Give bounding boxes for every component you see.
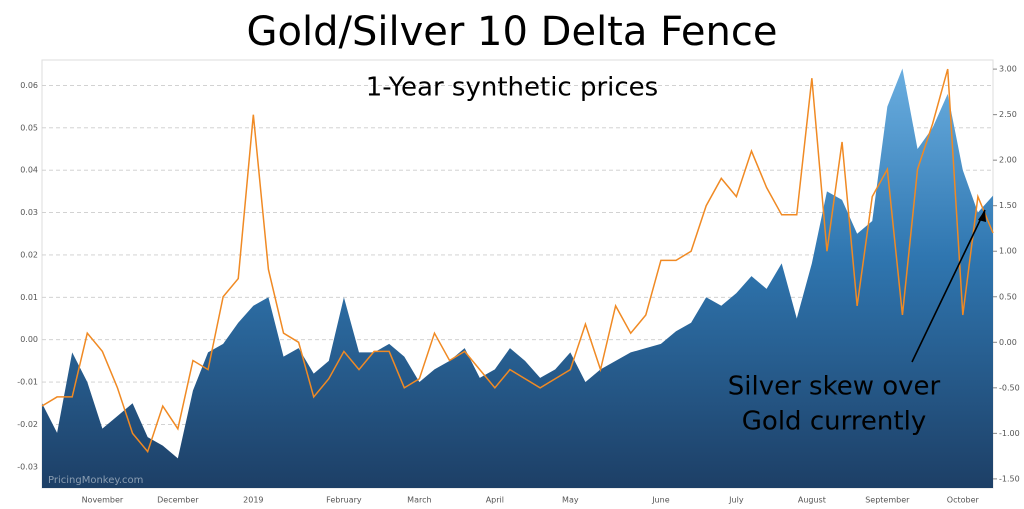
- y2-tick-label: 0.50: [999, 292, 1017, 301]
- y2-tick-label: 1.50: [999, 201, 1017, 210]
- y2-tick-label: -1.50: [999, 474, 1020, 483]
- y2-tick-label: 2.00: [999, 156, 1017, 165]
- y2-tick-label: 1.00: [999, 247, 1017, 256]
- y-tick-label: -0.01: [17, 378, 38, 387]
- x-tick-label: March: [407, 496, 431, 505]
- x-tick-label: June: [651, 496, 670, 505]
- x-tick-label: July: [728, 496, 744, 505]
- x-tick-label: 2019: [243, 496, 263, 505]
- y-tick-label: 0.03: [20, 208, 38, 217]
- watermark: PricingMonkey.com: [48, 475, 143, 486]
- annotation: Silver skew over: [728, 372, 941, 402]
- y-tick-label: -0.02: [17, 420, 38, 429]
- y-tick-label: 0.05: [20, 123, 38, 132]
- chart-title: Gold/Silver 10 Delta Fence: [247, 9, 778, 55]
- x-tick-label: May: [562, 496, 579, 505]
- area: [42, 68, 993, 488]
- x-tick-label: February: [326, 496, 362, 505]
- y2-tick-label: -1.00: [999, 429, 1020, 438]
- y2-tick-label: 0.00: [999, 338, 1017, 347]
- line: [41, 68, 994, 454]
- y2-tick-label: 2.50: [999, 110, 1017, 119]
- x-tick-label: August: [798, 496, 826, 505]
- y-tick-label: -0.03: [17, 462, 38, 471]
- y-tick-label: 0.04: [20, 166, 38, 175]
- arrow-head: [978, 210, 986, 222]
- x-tick-label: November: [82, 496, 124, 505]
- y-tick-label: 0.01: [20, 293, 38, 302]
- y-tick-label: 0.02: [20, 250, 38, 259]
- x-tick-label: April: [486, 496, 504, 505]
- y2-tick-label: 3.00: [999, 65, 1017, 74]
- y-tick-label: 0.06: [20, 81, 38, 90]
- chart-subtitle: 1-Year synthetic prices: [366, 73, 658, 103]
- annotation: Gold currently: [742, 407, 926, 437]
- x-tick-label: September: [865, 496, 910, 505]
- annotation-arrow: [911, 209, 986, 363]
- y-tick-label: 0.00: [20, 335, 38, 344]
- x-tick-label: October: [947, 496, 980, 505]
- x-tick-label: December: [157, 496, 199, 505]
- y2-tick-label: -0.50: [999, 383, 1020, 392]
